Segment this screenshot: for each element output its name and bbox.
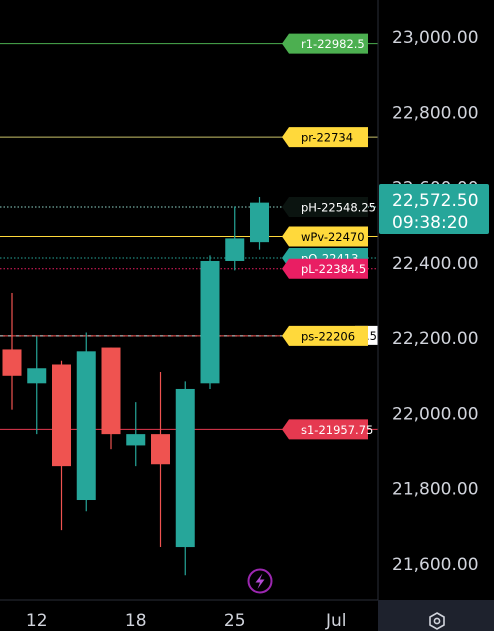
time-tick-label: 25 [224, 611, 246, 631]
level-tag[interactable]: pL-22384.5 [282, 258, 368, 279]
level-tag[interactable]: pH-22548.25 [282, 197, 376, 218]
candle-body [175, 388, 195, 548]
level-tag-box [282, 325, 368, 346]
candle-body [27, 368, 47, 384]
current-price-value: 22,572.50 [392, 191, 479, 211]
axis-corner [378, 600, 494, 631]
price-tick-label: 22,400.00 [392, 254, 479, 274]
candle-body [52, 364, 71, 467]
candle[interactable] [225, 206, 245, 271]
lightning-icon[interactable] [247, 568, 273, 594]
candle[interactable] [175, 381, 195, 576]
price-tick-label: 21,800.00 [392, 480, 479, 500]
candle-body [126, 434, 146, 446]
level-tag-label: pH-22548.25 [301, 201, 376, 215]
candle[interactable] [2, 292, 22, 410]
candle[interactable] [101, 347, 121, 450]
price-axis[interactable]: 23,000.0022,800.0022,600.0022,400.0022,2… [392, 28, 479, 575]
candle-body [200, 260, 220, 384]
level-tag-label: s1-21957.75 [301, 423, 373, 437]
candle[interactable] [52, 360, 71, 531]
level-tag[interactable]: s1-21957.75 [282, 419, 373, 440]
level-tag-box [282, 419, 368, 440]
level-tag-label: wPv-22470 [301, 230, 365, 244]
candle[interactable] [151, 372, 170, 548]
candles[interactable] [2, 196, 270, 576]
level-tag-label: ps-22206 [301, 329, 355, 343]
level-tag-box [282, 127, 368, 148]
level-tag[interactable]: wPv-22470 [282, 226, 368, 247]
level-tag-label: pL-22384.5 [301, 262, 366, 276]
candle[interactable] [250, 196, 269, 250]
level-tags: 7.5r1-22982.5pr-22734pH-22548.25wPv-2247… [282, 33, 378, 440]
current-price-marker: 22,572.50 09:38:20 [379, 184, 489, 234]
time-tick-label: 18 [125, 611, 147, 631]
price-tick-label: 22,000.00 [392, 404, 479, 424]
level-tag-label: r1-22982.5 [301, 37, 365, 51]
price-tick-label: 22,200.00 [392, 329, 479, 349]
candle-body [225, 238, 245, 261]
level-tag-label: pr-22734 [301, 131, 353, 145]
current-price-box [379, 184, 489, 234]
candle-body [76, 351, 96, 501]
candle-body [250, 202, 269, 243]
level-tag[interactable]: r1-22982.5 [282, 33, 368, 54]
price-axis-panel[interactable] [378, 0, 494, 600]
candle[interactable] [126, 402, 146, 467]
level-tag-box [282, 226, 368, 247]
level-tag[interactable]: ps-22206 [282, 325, 368, 346]
level-tag-box [282, 258, 368, 279]
settings-hex-icon[interactable] [429, 612, 445, 630]
price-tick-label: 21,600.00 [392, 555, 479, 575]
time-axis[interactable]: 12 18 25 Jul [26, 611, 347, 631]
level-tag[interactable]: pr-22734 [282, 127, 368, 148]
time-tick-label: 12 [26, 611, 48, 631]
time-tick-label: Jul [325, 611, 347, 631]
price-tick-label: 22,800.00 [392, 103, 479, 123]
candle[interactable] [200, 255, 220, 389]
candle[interactable] [27, 336, 47, 435]
candle[interactable] [76, 332, 96, 512]
countdown-timer: 09:38:20 [392, 213, 468, 233]
candle-body [151, 434, 170, 465]
level-tag-box [282, 197, 368, 218]
price-tick-label: 23,000.00 [392, 28, 479, 48]
level-tag-box [282, 33, 368, 54]
candle-body [101, 347, 121, 435]
candle-body [2, 349, 22, 376]
